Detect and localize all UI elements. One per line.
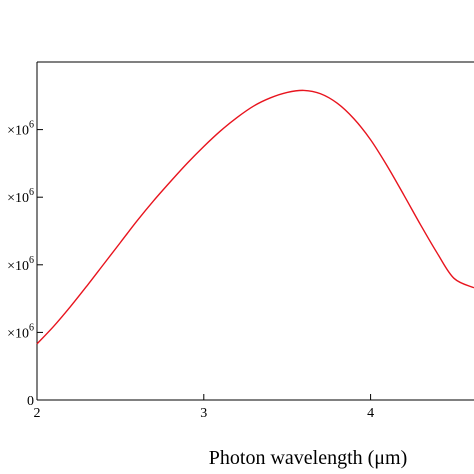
series-layer	[36, 89, 474, 345]
y-tick-label: ×106	[7, 322, 34, 341]
y-tick-label: 0	[27, 394, 34, 409]
y-tick-label: ×106	[7, 187, 34, 206]
plot-area-frame	[36, 61, 474, 401]
y-tick-label: ×106	[7, 255, 34, 274]
x-tick-label: 2	[34, 406, 41, 421]
y-tick-label: ×106	[7, 120, 34, 139]
series-line	[36, 89, 474, 345]
x-axis-label: Photon wavelength (μm)	[209, 447, 407, 469]
x-tick-label: 3	[200, 406, 207, 421]
x-tick-label: 4	[367, 406, 374, 421]
x-axis-ticks: 2 3 4	[34, 394, 374, 421]
y-axis-ticks: 0 ×106 ×106 ×106 ×106	[7, 120, 43, 409]
